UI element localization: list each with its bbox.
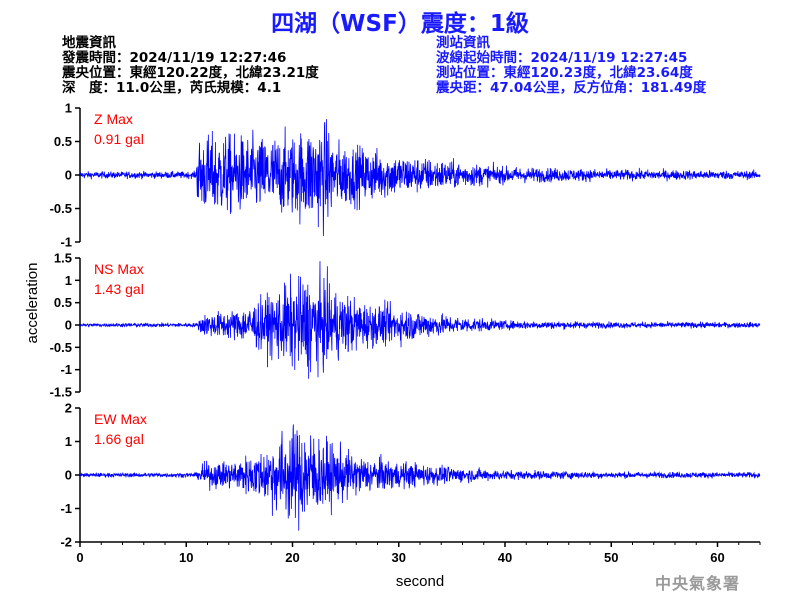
station-location: 測站位置：東經120.23度，北緯23.64度 xyxy=(436,65,693,81)
y-tick-label-ew: -1 xyxy=(60,501,72,516)
x-tick-label: 60 xyxy=(710,550,724,565)
earthquake-info-panel: 地震資訊 發震時間：2024/11/19 12:27:46 震央位置：東經120… xyxy=(62,36,319,96)
y-tick-label-ns: 0.5 xyxy=(54,295,72,310)
y-tick-label-ns: -1.5 xyxy=(50,385,72,400)
series-label-z: Z Max xyxy=(94,111,133,127)
y-tick-label-ns: -1 xyxy=(60,362,72,377)
y-tick-label-z: 0.5 xyxy=(54,134,72,149)
y-tick-label-ns: 1 xyxy=(65,273,72,288)
y-tick-label-ns: 0 xyxy=(65,318,72,333)
y-tick-label-z: -1 xyxy=(60,235,72,250)
y-tick-label-z: -0.5 xyxy=(50,201,72,216)
series-label-ew: EW Max xyxy=(94,411,147,427)
waveform-ns xyxy=(79,261,761,379)
agency-credit: 中央氣象署 xyxy=(655,574,741,593)
y-tick-label-z: 1 xyxy=(65,101,72,116)
x-tick-label: 50 xyxy=(604,550,618,565)
y-tick-label-ew: -2 xyxy=(60,535,72,550)
y-tick-label-ns: -0.5 xyxy=(50,340,72,355)
y-tick-label-ew: 1 xyxy=(65,434,72,449)
origin-time: 發震時間：2024/11/19 12:27:46 xyxy=(62,50,287,66)
y-tick-label-ns: 1.5 xyxy=(54,251,72,266)
distance-azimuth: 震央距：47.04公里，反方位角：181.49度 xyxy=(436,80,707,96)
x-tick-label: 0 xyxy=(76,550,83,565)
x-tick-label: 20 xyxy=(285,550,299,565)
waveform-ew xyxy=(79,424,761,531)
max-value-ew: 1.66 gal xyxy=(94,431,144,447)
y-axis-label: acceleration xyxy=(24,263,41,344)
y-tick-label-ew: 0 xyxy=(65,468,72,483)
x-axis-label: second xyxy=(396,573,444,590)
y-tick-label-z: 0 xyxy=(65,168,72,183)
wave-start-time: 波線起始時間：2024/11/19 12:27:45 xyxy=(436,50,688,66)
earthquake-info-heading: 地震資訊 xyxy=(62,35,116,51)
epicenter-location: 震央位置：東經120.22度，北緯23.21度 xyxy=(62,65,319,81)
station-info-heading: 測站資訊 xyxy=(436,35,490,51)
depth-magnitude: 深 度：11.0公里，芮氏規模：4.1 xyxy=(62,80,282,96)
max-value-z: 0.91 gal xyxy=(94,131,144,147)
page-title: 四湖（WSF）震度：1級 xyxy=(271,11,529,37)
y-tick-label-ew: 2 xyxy=(65,401,72,416)
x-tick-label: 30 xyxy=(392,550,406,565)
max-value-ns: 1.43 gal xyxy=(94,281,144,297)
x-tick-label: 10 xyxy=(179,550,193,565)
series-label-ns: NS Max xyxy=(94,261,144,277)
waveform-z xyxy=(79,119,761,236)
station-info-panel: 測站資訊 波線起始時間：2024/11/19 12:27:45 測站位置：東經1… xyxy=(436,36,706,96)
x-tick-label: 40 xyxy=(498,550,512,565)
